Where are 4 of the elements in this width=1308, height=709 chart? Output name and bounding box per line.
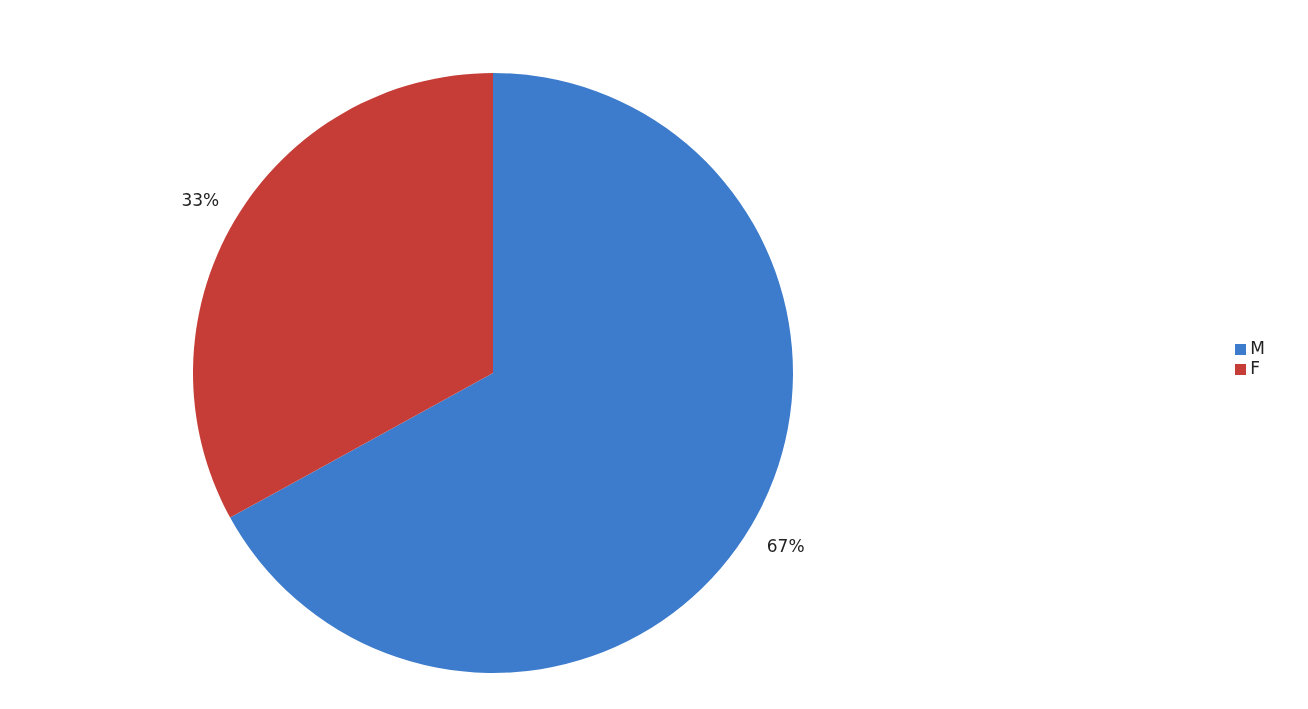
legend-label: F	[1250, 358, 1261, 378]
data-label: 67%	[766, 536, 805, 557]
data-label: 33%	[181, 189, 220, 210]
legend-label: M	[1250, 338, 1265, 358]
